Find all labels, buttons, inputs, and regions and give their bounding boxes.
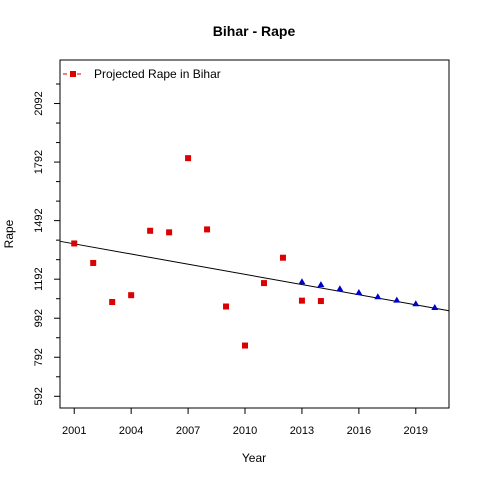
data-point-actual — [204, 226, 211, 233]
data-point-projected — [317, 281, 325, 288]
legend: Projected Rape in Bihar — [63, 67, 221, 81]
data-point-projected — [374, 293, 382, 300]
y-tick-label: 592 — [33, 387, 45, 405]
data-point-projected — [393, 296, 401, 303]
data-point-projected — [412, 300, 420, 307]
x-axis-title: Year — [242, 451, 266, 465]
data-point-actual — [242, 342, 249, 349]
y-tick-label: 1492 — [33, 208, 45, 232]
y-tick-label: 792 — [33, 348, 45, 366]
x-tick-label: 2004 — [119, 425, 143, 437]
plot-frame — [59, 59, 450, 409]
x-tick-label: 2001 — [62, 425, 86, 437]
chart-title: Bihar - Rape — [213, 23, 296, 39]
legend-marker — [70, 71, 76, 77]
y-axis-title: Rape — [2, 219, 16, 248]
y-tick-label: 992 — [33, 309, 45, 327]
data-point-actual — [317, 298, 324, 305]
data-point-actual — [71, 240, 78, 247]
y-tick-label: 1792 — [33, 150, 45, 174]
legend-label: Projected Rape in Bihar — [94, 67, 221, 81]
data-point-actual — [166, 229, 173, 236]
data-point-actual — [185, 155, 192, 162]
data-point-actual — [128, 292, 135, 299]
x-tick-label: 2019 — [404, 425, 428, 437]
data-point-actual — [298, 297, 305, 304]
data-point-projected — [431, 303, 439, 310]
chart-marks — [59, 155, 450, 349]
y-tick-label: 1192 — [33, 267, 45, 291]
y-axis: 592 792 992 1192 1492 1792 2092 — [33, 83, 60, 405]
x-tick-label: 2016 — [347, 425, 371, 437]
data-point-actual — [223, 303, 230, 310]
data-point-actual — [279, 254, 286, 261]
trend-line — [59, 240, 450, 312]
data-point-actual — [109, 299, 116, 306]
data-point-actual — [90, 259, 97, 266]
x-axis: 2001 2004 2007 2010 2013 2016 2019 — [62, 408, 428, 437]
data-point-actual — [260, 280, 267, 287]
data-point-projected — [298, 278, 306, 285]
y-tick-label: 2092 — [33, 91, 45, 115]
data-point-actual — [147, 227, 154, 234]
x-tick-label: 2013 — [290, 425, 314, 437]
x-tick-label: 2010 — [233, 425, 257, 437]
data-point-projected — [355, 288, 363, 295]
data-point-projected — [336, 285, 344, 292]
x-tick-label: 2007 — [176, 425, 200, 437]
